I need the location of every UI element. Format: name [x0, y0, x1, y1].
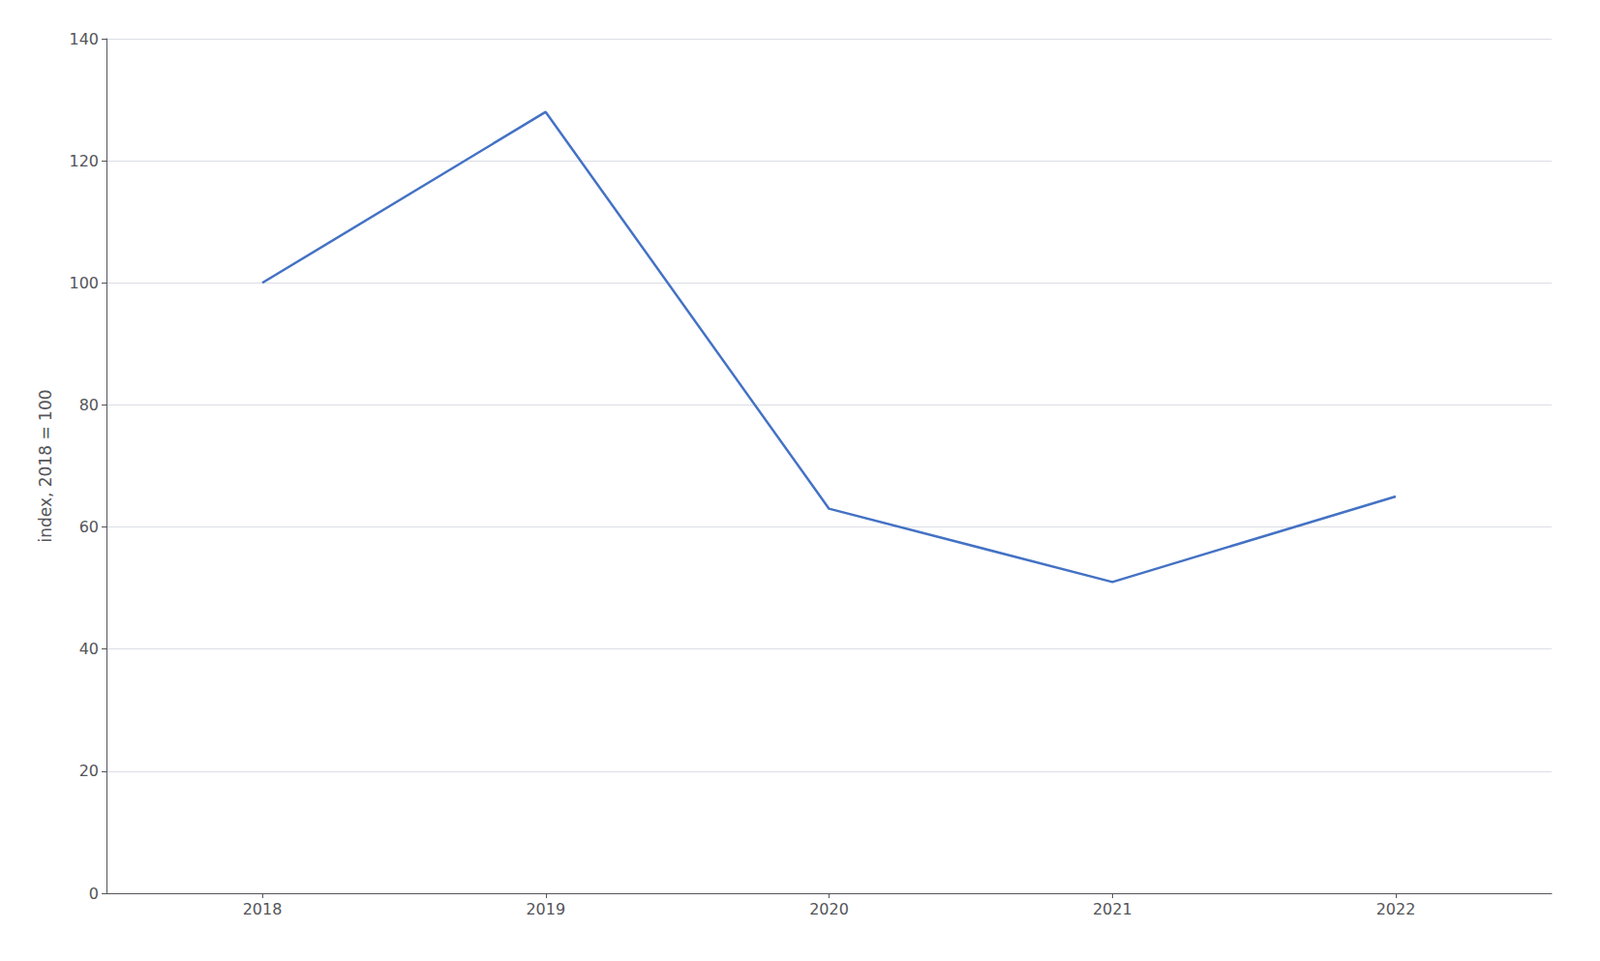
svg-text:2021: 2021 — [1092, 900, 1133, 919]
svg-text:80: 80 — [79, 395, 99, 415]
svg-text:2019: 2019 — [525, 900, 566, 919]
svg-text:20: 20 — [79, 761, 99, 781]
svg-text:0: 0 — [89, 884, 99, 904]
svg-text:2020: 2020 — [809, 900, 849, 919]
svg-text:140: 140 — [68, 30, 99, 49]
svg-text:2018: 2018 — [242, 900, 283, 919]
svg-text:2022: 2022 — [1376, 900, 1417, 919]
svg-text:40: 40 — [79, 639, 99, 659]
svg-text:120: 120 — [68, 151, 99, 171]
svg-text:100: 100 — [68, 273, 99, 293]
svg-text:index, 2018 = 100: index, 2018 = 100 — [35, 389, 56, 543]
svg-text:60: 60 — [79, 517, 99, 537]
